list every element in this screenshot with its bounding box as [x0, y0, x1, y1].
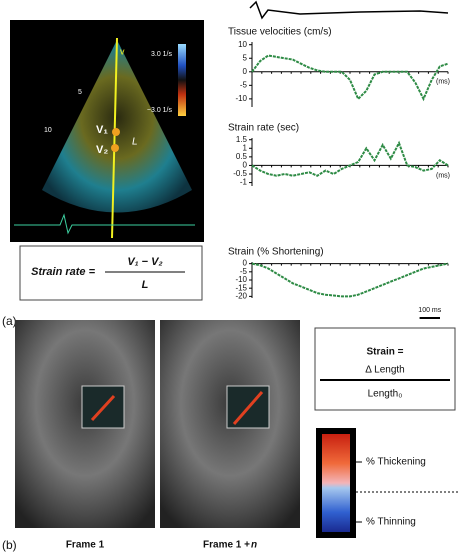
v1-point — [112, 128, 120, 136]
depth-5: 5 — [78, 89, 82, 96]
depth-10: 10 — [44, 127, 52, 134]
chart-title: Strain rate (sec) — [228, 123, 299, 134]
scan-line — [111, 37, 118, 239]
y-tick-label: -15 — [235, 283, 247, 292]
label-v2: V₂ — [96, 144, 108, 156]
formula-lhs: Strain rate = — [31, 266, 95, 278]
y-tick-label: -5 — [240, 80, 248, 89]
strain-arrow-n — [232, 391, 264, 425]
y-tick-label: -10 — [235, 275, 247, 284]
v2-point — [111, 144, 119, 152]
label-v1: V₁ — [96, 124, 108, 136]
strain-numerator: Δ Length — [365, 365, 405, 376]
x-axis-label: (ms) — [436, 79, 450, 86]
data-line — [251, 54, 449, 102]
ecg-inset — [14, 213, 195, 235]
frame-1-label: Frame 1 — [66, 540, 105, 551]
scale-top: 3.0 1/s — [151, 51, 173, 58]
frame-n-var: n — [251, 540, 257, 551]
y-tick-label: 0 — [243, 67, 248, 76]
chart-title: Strain (% Shortening) — [228, 247, 324, 258]
data-line — [251, 262, 449, 298]
y-tick-label: 5 — [243, 53, 248, 62]
chart-title: Tissue velocities (cm/s) — [228, 27, 332, 38]
legend-top: % Thickening — [366, 457, 426, 468]
y-tick-label: 10 — [238, 40, 247, 49]
y-tick-label: -10 — [235, 94, 247, 103]
y-tick-label: 0 — [243, 161, 248, 170]
doppler-sector — [42, 40, 192, 213]
strain-box — [314, 327, 456, 411]
label-v: v — [120, 46, 125, 56]
frame-n-label: Frame 1 + — [203, 540, 250, 551]
y-tick-label: -1 — [240, 178, 248, 187]
y-tick-label: -0.5 — [233, 169, 247, 178]
y-tick-label: -5 — [240, 267, 248, 276]
color-scale — [178, 44, 186, 116]
x-axis-label: (ms) — [436, 172, 450, 179]
data-line — [251, 140, 449, 177]
formula-numerator: V₁ − V₂ — [127, 256, 162, 268]
y-tick-label: 0.5 — [236, 152, 248, 161]
scale-bottom: −3.0 1/s — [147, 107, 173, 114]
formula-box — [19, 245, 203, 301]
formula-denominator: L — [142, 279, 149, 291]
y-tick-label: 1 — [243, 143, 248, 152]
legend-bottom: % Thinning — [366, 517, 416, 528]
scale-bar-label: 100 ms — [418, 307, 441, 314]
strain-denominator: Length₀ — [368, 389, 403, 400]
legend-colorbar — [322, 434, 350, 532]
y-tick-label: -20 — [235, 291, 247, 300]
panel-label: (b) — [2, 538, 17, 552]
label-l: L — [132, 137, 138, 148]
y-tick-label: 0 — [243, 259, 248, 268]
y-tick-label: 1.5 — [236, 135, 248, 144]
strain-arrow-1 — [90, 394, 116, 422]
strain-lhs: Strain = — [367, 347, 404, 358]
panel-label: (a) — [2, 314, 17, 328]
ecg-trace — [249, 0, 449, 20]
